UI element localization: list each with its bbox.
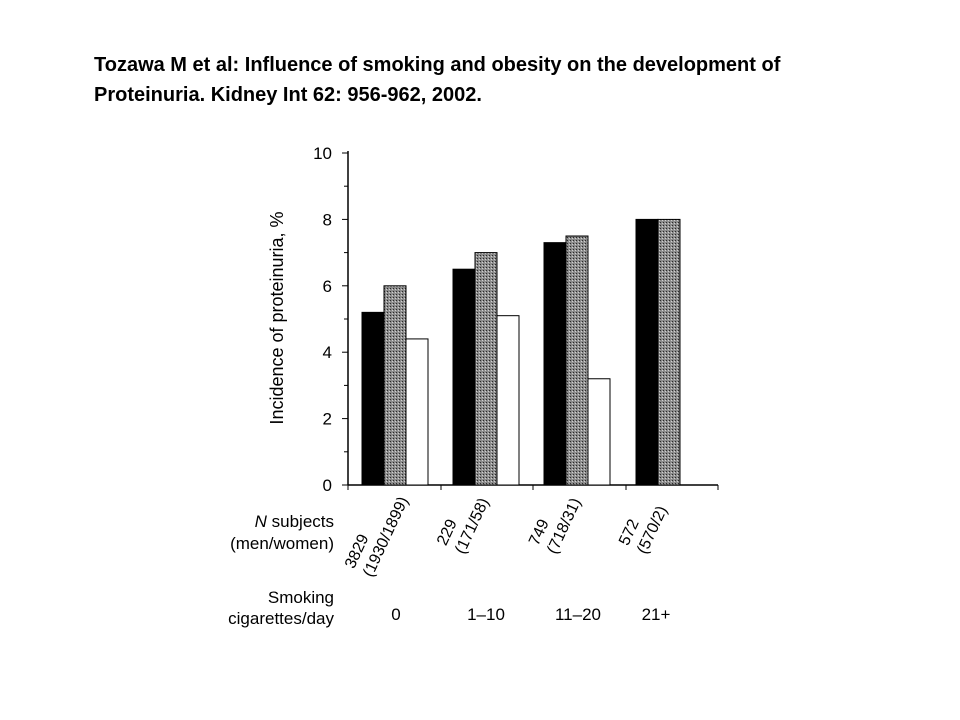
y-axis-title: Incidence of proteinuria, % [267,211,287,424]
bar-black-2 [543,242,567,486]
labels: N subjects (men/women) 3829(1930/1899) 229(… [228,494,671,628]
bar-black-3 [635,218,659,486]
y-tick-label: 2 [323,410,332,429]
y-tick-label: 0 [323,476,332,495]
y-tick-label: 4 [323,343,332,362]
n-subjects-label: N subjects [255,512,334,531]
n-count-group: 749(718/31) [526,495,585,556]
cigarettes-per-day-label: cigarettes/day [228,609,334,628]
bar-hatched-0 [383,285,407,486]
n-count-group: 229(171/58) [434,495,493,556]
y-tick-label: 10 [313,144,332,163]
bar-black-0 [361,311,385,486]
citation-line-2: Proteinuria. Kidney Int 62: 956-962, 200… [94,84,482,106]
citation-line-1: Tozawa M et al: Influence of smoking and… [94,54,781,76]
bar-black-1 [452,268,476,486]
bar-white-0 [405,338,429,486]
bar-white-1 [496,315,520,486]
bar-hatched-3 [657,218,681,486]
category-label: 21+ [642,605,671,624]
category-label: 0 [391,605,400,624]
n-letter: N [255,512,268,531]
n-count-group: 3829(1930/1899) [342,494,412,579]
y-tick-label: 6 [323,277,332,296]
bar-hatched-2 [565,235,589,486]
bar-white-2 [587,378,611,486]
bar-hatched-1 [474,252,498,486]
men-women-label: (men/women) [230,534,334,553]
smoking-label: Smoking [268,588,334,607]
citation: Tozawa M et al: Influence of smoking and… [94,50,934,110]
bars [361,218,681,486]
y-tick-label: 8 [323,210,332,229]
category-label: 11–20 [555,605,601,624]
subjects-word: subjects [267,512,334,531]
n-count-group: 572(570/2) [616,504,671,557]
category-label: 1–10 [467,605,505,624]
